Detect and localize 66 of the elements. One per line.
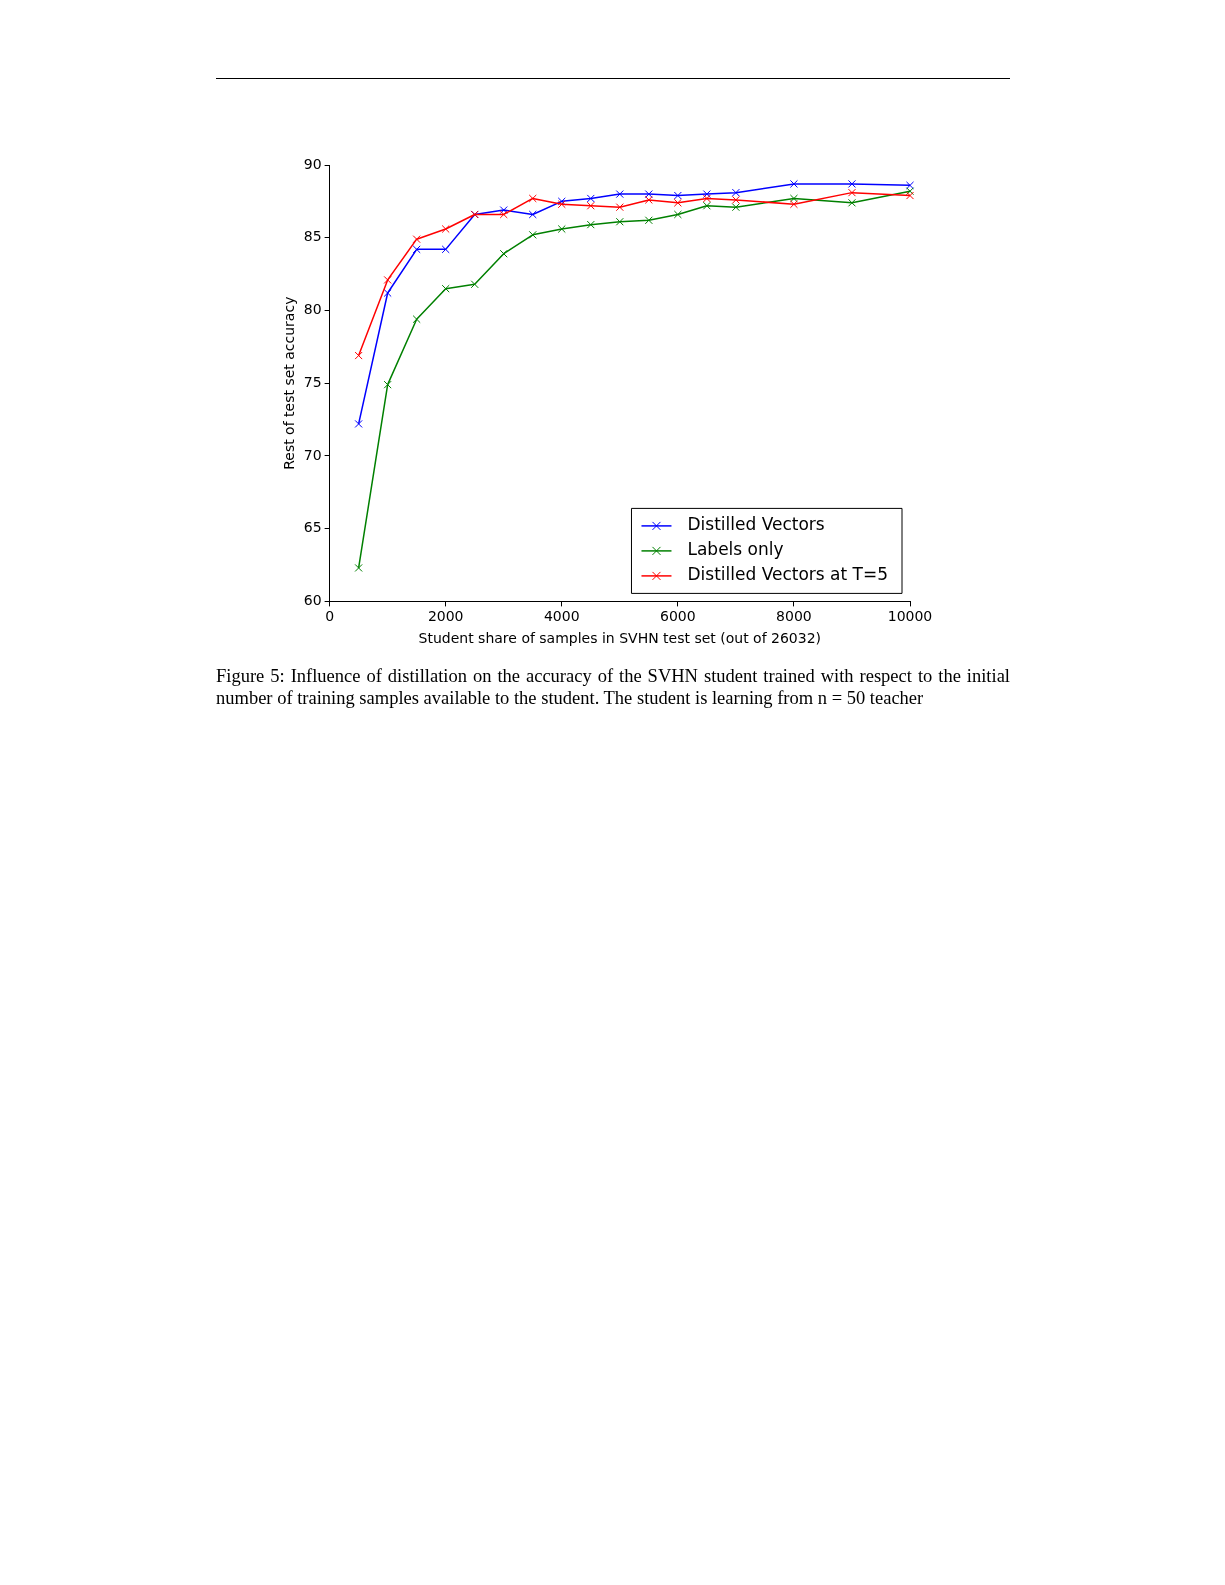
point [673,198,682,207]
point [615,217,624,226]
y-tick-label: 80 [303,301,322,318]
y-axis-title: Rest of test set accuracy [281,296,298,470]
legend-label: Labels only [687,539,784,560]
point [499,210,508,219]
caption: Figure 5: Influence of distillation on the accuracy of the SVHN student trained with respect to the initial number of training samples available to the student. The student is learning from n = 50 teacher [216,665,1010,709]
x-tick-label: 0 [325,608,335,625]
point [905,187,915,196]
x-tick-label: 8000 [776,608,812,625]
point [557,224,566,234]
point [731,203,740,212]
point [470,280,479,289]
point [789,200,798,209]
point [615,203,624,212]
point [905,191,915,200]
x-tick-label: 4000 [543,608,580,625]
point [615,190,624,199]
point [586,194,595,203]
x-tick-label: 6000 [660,608,696,625]
point [383,275,392,284]
point [847,179,856,188]
point [644,195,653,204]
legend-label: Distilled Vectors at T=5 [687,564,889,585]
point [673,210,682,219]
point [383,380,392,389]
point [644,190,653,199]
point [644,216,653,225]
point [383,288,392,298]
point [905,181,915,190]
point [789,179,798,188]
y-tick-label: 65 [303,519,322,536]
point [702,201,711,210]
point [731,195,740,204]
point [847,198,856,207]
y-tick-label: 60 [303,592,322,609]
point [412,315,421,324]
point [702,194,711,203]
legend-label: Distilled Vectors [687,514,825,535]
y-tick-label: 75 [303,373,322,390]
point [441,245,450,254]
point [499,249,508,258]
point [499,206,508,215]
point [528,194,537,203]
x-axis-title: Student share of samples in SVHN test set (out of 26032) [418,630,822,647]
point [441,224,450,234]
point [412,245,421,254]
y-tick-label: 70 [303,446,322,463]
point [354,351,363,360]
point [731,188,740,197]
point [586,220,595,229]
point [412,235,421,244]
point [702,190,711,199]
point [789,194,798,203]
point [586,201,595,210]
point [673,191,682,200]
point [847,188,856,197]
point [528,210,537,219]
y-tick-label: 85 [303,228,322,245]
point [354,419,363,428]
point [441,284,450,293]
point [528,230,537,239]
y-tick-label: 90 [303,155,322,172]
x-tick-label: 10000 [887,608,933,625]
point [354,563,363,572]
x-tick-label: 2000 [427,608,464,625]
